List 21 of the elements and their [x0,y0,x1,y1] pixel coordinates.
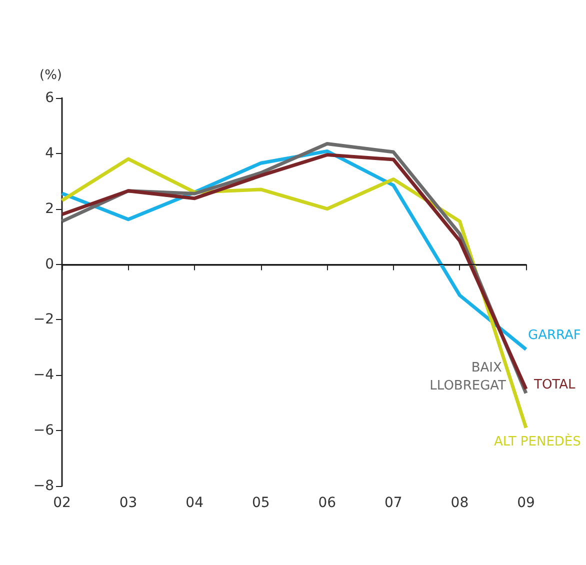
y-tick-label: −8 [33,478,54,494]
x-tick-label: 02 [53,495,71,511]
x-tick-label: 08 [450,495,469,511]
x-tick-label: 04 [186,495,204,511]
series-label: BAIX LLOBREGAT [430,360,506,394]
series-label: GARRAF [528,328,581,343]
y-tick-label: −6 [33,422,54,439]
y-tick-label: −2 [33,312,54,328]
x-tick-label: 03 [119,495,138,511]
x-tick-label: 09 [517,495,535,511]
y-tick-label: 2 [45,200,54,217]
y-tick-label: 6 [45,90,54,106]
x-tick-label: 07 [384,495,402,511]
x-tick-label: 06 [318,495,336,511]
y-tick-label: 4 [45,145,54,162]
series-label: TOTAL [533,378,576,392]
series-label: ALT PENEDÈS [494,432,581,450]
x-tick-label: 05 [252,495,270,511]
y-axis-title: (%) [40,68,62,83]
y-tick-label: −4 [33,367,54,384]
y-tick-label: 0 [45,256,54,272]
